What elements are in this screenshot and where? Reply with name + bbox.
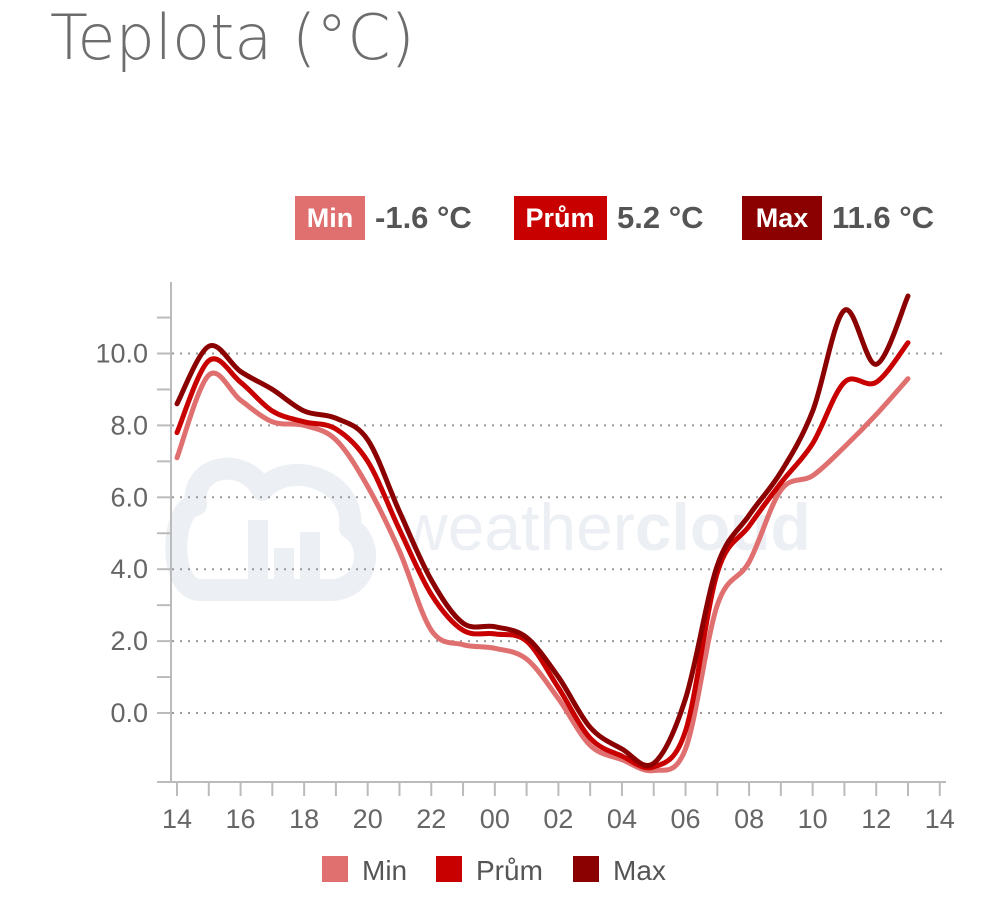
series-line-max: [174, 293, 911, 768]
x-tick-label: 22: [416, 804, 446, 834]
summary-min-value: -1.6 °C: [375, 200, 472, 235]
series-lines: [174, 293, 911, 774]
summary-avg-label: Prům: [525, 203, 594, 233]
x-tick-label: 02: [543, 804, 573, 834]
y-tick-label: 4.0: [110, 554, 148, 584]
cloud-bar: [274, 548, 294, 584]
x-tick-label: 16: [226, 804, 256, 834]
axes: [157, 282, 946, 783]
summary-min-label: Min: [307, 203, 354, 233]
cloud-icon: [165, 457, 377, 601]
y-tick-label: 10.0: [95, 339, 148, 369]
legend: Min Prům Max: [322, 855, 666, 886]
x-tick-label: 08: [734, 804, 764, 834]
legend-avg-swatch: [436, 856, 462, 882]
x-tick-label: 06: [670, 804, 700, 834]
x-tick-label: 14: [925, 804, 955, 834]
x-axis-ticks: 14 16 18 20 22 00 02 04 06 08 10 12 14: [162, 782, 955, 834]
x-tick-label: 04: [607, 804, 637, 834]
x-tick-label: 10: [798, 804, 828, 834]
legend-item-min[interactable]: Min: [322, 855, 407, 886]
y-tick-label: 6.0: [110, 482, 148, 512]
cloud-bar: [300, 532, 320, 584]
legend-max-label: Max: [613, 855, 666, 886]
legend-avg-label: Prům: [476, 855, 543, 886]
summary-avg-badge: [514, 196, 607, 240]
page-title: Teplota (°C): [50, 1, 415, 74]
y-tick-label: 8.0: [110, 410, 148, 440]
y-axis-ticks: 0.0 2.0 4.0 6.0 8.0 10.0: [95, 316, 171, 728]
summary-avg: Prům 5.2 °C: [514, 196, 704, 240]
summary-max-value: 11.6 °C: [832, 200, 934, 235]
y-tick-label: 2.0: [110, 626, 148, 656]
summary-max-badge: [742, 196, 822, 240]
x-tick-label: 14: [162, 804, 192, 834]
x-tick-label: 18: [289, 804, 319, 834]
watermark-text-light: weather: [399, 490, 635, 564]
x-tick-label: 20: [353, 804, 383, 834]
legend-max-swatch: [573, 856, 599, 882]
legend-item-avg[interactable]: Prům: [436, 855, 543, 886]
summary-avg-value: 5.2 °C: [617, 200, 704, 235]
legend-item-max[interactable]: Max: [573, 855, 666, 886]
summary-max: Max 11.6 °C: [742, 196, 934, 240]
series-line-min: [174, 370, 911, 774]
x-tick-label: 12: [861, 804, 891, 834]
summary-badges: Min -1.6 °C Prům 5.2 °C Max 11.6 °C: [295, 196, 934, 240]
summary-min: Min -1.6 °C: [295, 196, 472, 240]
legend-min-swatch: [322, 856, 348, 882]
summary-max-label: Max: [756, 203, 809, 233]
summary-min-badge: [295, 196, 365, 240]
x-tick-label: 00: [480, 804, 510, 834]
legend-min-label: Min: [362, 855, 407, 886]
cloud-bar: [248, 520, 268, 584]
y-tick-label: 0.0: [110, 698, 148, 728]
series-line-avg: [174, 340, 911, 771]
